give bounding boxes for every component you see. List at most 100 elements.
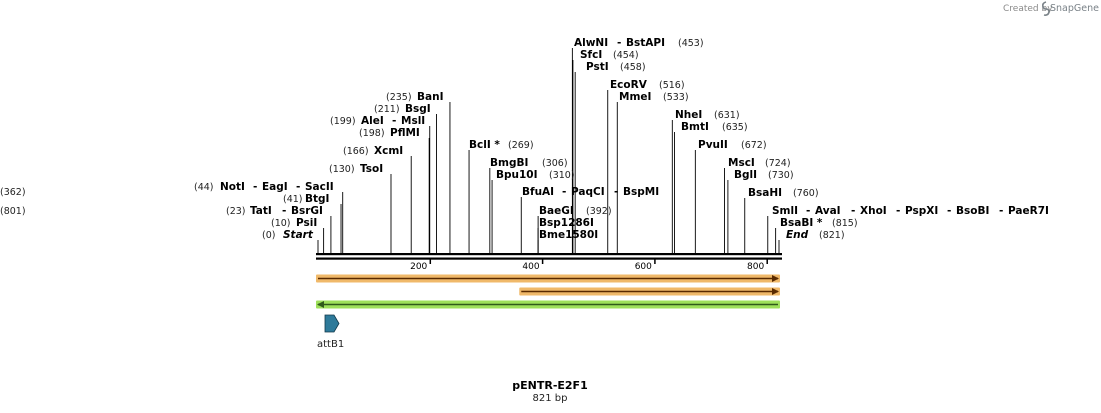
attb1-label[interactable]: attB1	[317, 339, 344, 350]
site-pos-psti: (458)	[620, 62, 646, 73]
site-label-xcmi[interactable]: XcmI	[374, 145, 403, 157]
site-label-end[interactable]: End	[786, 229, 809, 241]
site-pos-xcmi: (166)	[343, 146, 369, 157]
site-label-sacii[interactable]: SacII	[305, 181, 334, 193]
site-separator: -	[282, 205, 286, 217]
site-pos-bsabi: (815)	[832, 218, 858, 229]
site-label-paer7i[interactable]: PaeR7I	[1008, 205, 1049, 217]
site-label-pflmi[interactable]: PflMI	[390, 127, 420, 139]
credit-brand: SnapGene	[1050, 3, 1099, 14]
site-label-btgi[interactable]: BtgI	[305, 193, 329, 205]
site-separator: -	[562, 186, 566, 198]
site-pos-tati: (23)	[226, 206, 246, 217]
site-pos-end: (821)	[819, 230, 845, 241]
feature-arrow-icon	[772, 288, 779, 295]
credit-prefix: Created by	[1003, 4, 1053, 14]
site-separator: -	[999, 205, 1003, 217]
site-label-msli[interactable]: MslI	[401, 115, 425, 127]
site-pos-alwni: (453)	[678, 38, 704, 49]
site-pos-pflmi: (198)	[359, 128, 385, 139]
site-label-bmti[interactable]: BmtI	[681, 121, 709, 133]
site-pos-nhei: (631)	[714, 110, 740, 121]
site-separator: -	[947, 205, 951, 217]
site-pos-pvuii: (672)	[741, 140, 767, 151]
site-pos-bfuai: (362)	[0, 187, 26, 198]
snapgene-logo-icon	[1042, 1, 1050, 16]
site-label-sfci[interactable]: SfcI	[580, 49, 602, 61]
ruler: 200 400 600 800	[410, 259, 768, 272]
site-label-bani[interactable]: BanI	[417, 91, 443, 103]
site-separator: -	[296, 181, 300, 193]
site-labels: Start(0)PsiI(10)TatI(23) BsrGI-BtgI(41)No…	[0, 37, 1049, 241]
site-label-smli[interactable]: SmlI	[772, 205, 798, 217]
site-lines	[317, 48, 780, 253]
ruler-label: 200	[410, 262, 427, 272]
site-pos-bmti: (635)	[722, 122, 748, 133]
site-label-bsgi[interactable]: BsgI	[405, 103, 431, 115]
site-pos-bsahi: (760)	[793, 188, 819, 199]
site-pos-bani: (235)	[386, 92, 412, 103]
backbone-upper	[316, 253, 782, 256]
site-label-msci[interactable]: MscI	[728, 157, 755, 169]
site-label-alei[interactable]: AleI	[361, 115, 384, 127]
site-label-bme1580i[interactable]: Bme1580I	[539, 229, 598, 241]
attb1-feature-icon[interactable]	[324, 314, 340, 333]
site-label-start[interactable]: Start	[283, 229, 314, 241]
backbone-lower	[316, 257, 782, 260]
ruler-label: 600	[635, 262, 652, 272]
site-label-bmgbi[interactable]: BmgBI	[490, 157, 528, 169]
features	[316, 274, 780, 309]
site-label-mmei[interactable]: MmeI	[619, 91, 651, 103]
site-pos-mmei: (533)	[663, 92, 689, 103]
site-label-bfuai[interactable]: BfuAI	[522, 186, 554, 198]
site-label-pspxi[interactable]: PspXI	[905, 205, 938, 217]
site-label-bspmi[interactable]: BspMI	[623, 186, 659, 198]
site-pos-tsoi: (130)	[329, 164, 355, 175]
site-label-baegi[interactable]: BaeGI	[539, 205, 574, 217]
site-pos-baegi: (392)	[586, 206, 612, 217]
site-label-eagi[interactable]: EagI	[262, 181, 288, 193]
site-label-bstapi[interactable]: BstAPI	[626, 37, 665, 49]
site-label-paqci[interactable]: PaqCI	[571, 186, 605, 198]
site-pos-btgi: (41)	[283, 194, 303, 205]
site-label-tsoi[interactable]: TsoI	[360, 163, 383, 175]
site-separator: -	[851, 205, 855, 217]
site-label-bpu10i[interactable]: Bpu10I	[496, 169, 538, 181]
site-label-tati[interactable]: TatI	[250, 205, 272, 217]
site-label-noti[interactable]: NotI	[220, 181, 245, 193]
site-pos-noti: (44)	[194, 182, 214, 193]
site-pos-bmgbi: (306)	[542, 158, 568, 169]
site-separator: -	[617, 37, 621, 49]
site-label-psii[interactable]: PsiI	[296, 217, 317, 229]
site-pos-alei: (199)	[330, 116, 356, 127]
site-label-xhoi[interactable]: XhoI	[860, 205, 887, 217]
site-label-bsp1286i[interactable]: Bsp1286I	[539, 217, 594, 229]
site-label-nhei[interactable]: NheI	[675, 109, 702, 121]
site-pos-start: (0)	[262, 230, 275, 241]
site-label-psti[interactable]: PstI	[586, 61, 609, 73]
site-label-bsobi[interactable]: BsoBI	[956, 205, 989, 217]
site-label-bsrgi[interactable]: BsrGI	[291, 205, 323, 217]
site-pos-bsgi: (211)	[374, 104, 400, 115]
plasmid-name: pENTR-E2F1	[512, 379, 587, 392]
site-separator: -	[614, 186, 618, 198]
site-label-bgli[interactable]: BglI	[734, 169, 757, 181]
feature-arrow-icon	[772, 275, 779, 282]
site-label-ecorv[interactable]: EcoRV	[610, 79, 648, 91]
site-label-pvuii[interactable]: PvuII	[698, 139, 728, 151]
site-pos-bpu10i: (310)	[549, 170, 575, 181]
site-label-avai[interactable]: AvaI	[815, 205, 841, 217]
site-label-bsabi[interactable]: BsaBI *	[780, 217, 823, 229]
ruler-label: 800	[747, 262, 764, 272]
site-label-alwni[interactable]: AlwNI	[574, 37, 608, 49]
ruler-label: 400	[522, 262, 539, 272]
plasmid-length: 821 bp	[533, 393, 568, 404]
site-label-bsahi[interactable]: BsaHI	[748, 187, 782, 199]
site-label-bcli[interactable]: BclI *	[469, 139, 500, 151]
site-pos-bgli: (730)	[768, 170, 794, 181]
site-pos-sfci: (454)	[613, 50, 639, 61]
site-pos-msci: (724)	[765, 158, 791, 169]
site-pos-ecorv: (516)	[659, 80, 685, 91]
site-pos-smli: (801)	[0, 206, 26, 217]
